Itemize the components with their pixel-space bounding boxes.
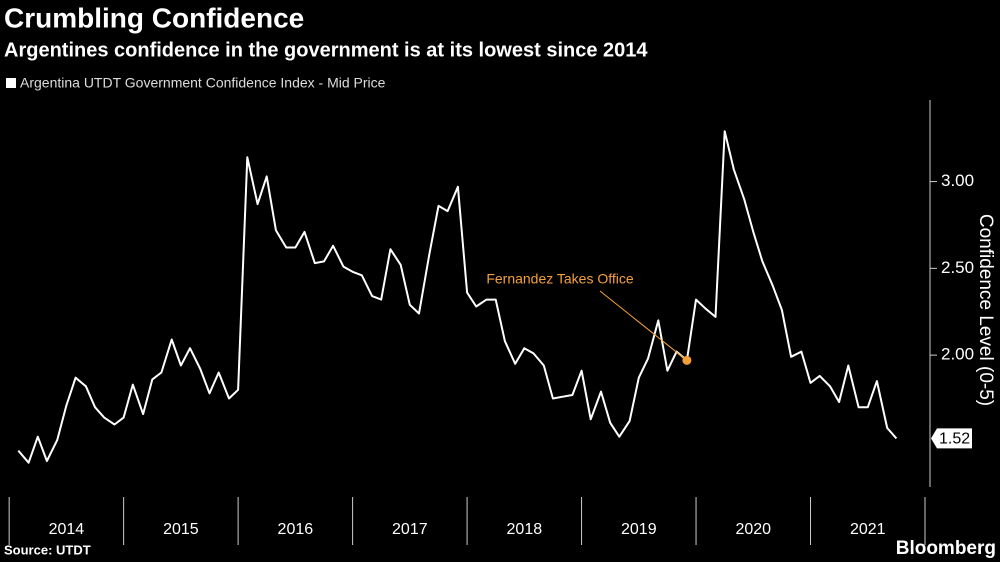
brand: Bloomberg	[896, 538, 996, 559]
last-value-label: 1.52	[939, 431, 970, 448]
legend-swatch	[6, 78, 16, 88]
x-tick-label: 2014	[49, 521, 85, 538]
x-tick-label: 2021	[850, 521, 886, 538]
source: Source: UTDT	[4, 542, 91, 557]
x-tick-label: 2015	[163, 521, 199, 538]
annotation-point	[682, 355, 692, 365]
x-tick-label: 2020	[735, 521, 771, 538]
y-tick-label: 2.00	[941, 345, 974, 364]
x-tick-label: 2016	[278, 521, 314, 538]
x-tick-label: 2018	[507, 521, 543, 538]
y-tick-label: 2.50	[941, 258, 974, 277]
annotation-leader	[599, 290, 688, 361]
x-tick-label: 2017	[392, 521, 428, 538]
y-axis-title: Confidence Level (0-5)	[975, 214, 996, 406]
chart-subtitle: Argentines confidence in the government …	[4, 39, 648, 61]
annotation-label: Fernandez Takes Office	[486, 271, 634, 287]
series-line	[17, 130, 898, 464]
chart-title: Crumbling Confidence	[4, 2, 304, 33]
y-tick-label: 3.00	[941, 171, 974, 190]
last-value-tag	[931, 428, 972, 449]
x-tick-label: 2019	[621, 521, 657, 538]
legend-label: Argentina UTDT Government Confidence Ind…	[20, 75, 386, 91]
